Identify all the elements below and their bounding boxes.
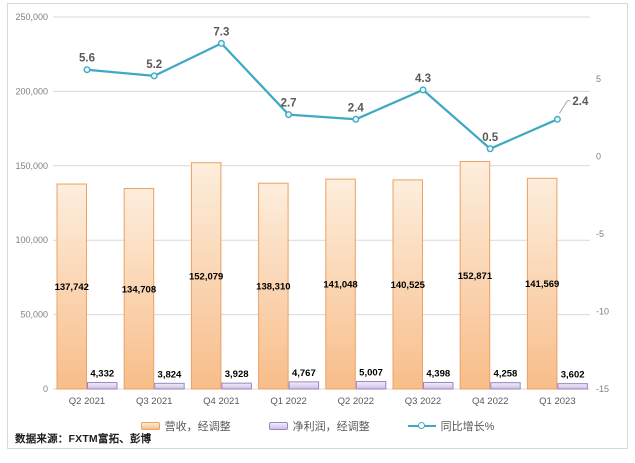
growth-label-3: 2.7 (281, 98, 297, 110)
growth-point-7 (553, 115, 561, 123)
growth-label-2: 7.3 (213, 26, 229, 38)
revenue-bar-7 (526, 177, 558, 390)
chart-legend: 营收，经调整 净利润，经调整 同比增长% (0, 418, 635, 434)
x-axis-label-Q4-2022: Q4 2022 (472, 396, 508, 407)
growth-label-1: 5.2 (146, 59, 162, 71)
profit-bar-label-1: 3,824 (158, 369, 182, 380)
growth-point-2 (217, 39, 225, 47)
legend-item-profit: 净利润，经调整 (268, 418, 370, 434)
growth-line-swatch-icon (407, 422, 436, 431)
right-axis-tick-label: 0 (596, 152, 601, 162)
legend-label-profit: 净利润，经调整 (292, 421, 370, 433)
profit-bar-4 (355, 381, 387, 390)
growth-point-6 (486, 145, 494, 153)
left-axis-tick-label: 150,000 (15, 161, 48, 171)
right-axis-tick-label: -10 (596, 307, 609, 317)
legend-label-revenue: 营收，经调整 (164, 421, 231, 433)
growth-label-5: 4.3 (415, 73, 431, 85)
left-axis-tick-label: 50,000 (20, 310, 48, 320)
profit-bar-label-3: 4,767 (292, 368, 316, 379)
revenue-bar-label-0: 137,742 (55, 282, 89, 293)
x-axis-label-Q1-2022: Q1 2022 (270, 396, 306, 407)
x-axis-label-Q3-2021: Q3 2021 (136, 396, 172, 407)
revenue-bar-1 (123, 188, 155, 390)
profit-bar-label-4: 5,007 (359, 368, 383, 379)
profit-bar-1 (154, 382, 185, 390)
data-source-note: 数据来源：FXTM富拓、彭博 (15, 433, 152, 445)
revenue-bar-label-7: 141,569 (525, 279, 559, 290)
chart-frame (7, 3, 628, 449)
revenue-bar-label-6: 152,871 (458, 271, 493, 282)
growth-point-5 (419, 86, 427, 94)
profit-bar-label-5: 4,398 (426, 368, 450, 379)
growth-point-1 (150, 72, 158, 80)
profit-bar-label-2: 3,928 (225, 369, 249, 380)
right-axis-tick-label: 5 (596, 74, 601, 84)
revenue-swatch-icon (140, 422, 160, 430)
profit-bar-6 (490, 382, 521, 390)
revenue-bar-label-5: 140,525 (391, 280, 426, 291)
profit-bar-label-6: 4,258 (494, 369, 518, 380)
revenue-bar-label-3: 138,310 (256, 282, 290, 293)
legend-item-growth: 同比增长% (407, 418, 495, 434)
growth-label-7: 2.4 (572, 96, 589, 108)
right-axis-tick-label: -15 (596, 384, 609, 394)
left-axis-tick-label: 100,000 (15, 235, 48, 245)
left-axis-tick-label: 250,000 (15, 12, 48, 22)
x-axis-label-Q4-2021: Q4 2021 (203, 396, 239, 407)
growth-point-3 (285, 111, 293, 119)
revenue-bar-label-1: 134,708 (122, 284, 156, 295)
growth-point-4 (352, 115, 360, 123)
revenue-bar-2 (190, 162, 222, 390)
revenue-bar-label-4: 141,048 (323, 280, 357, 291)
left-axis-tick-label: 200,000 (15, 86, 48, 96)
profit-swatch-icon (268, 422, 288, 430)
revenue-bar-label-2: 152,079 (189, 271, 223, 282)
revenue-bar-3 (258, 182, 289, 390)
growth-point-0 (83, 66, 91, 74)
x-axis-label-Q1-2023: Q1 2023 (539, 396, 575, 407)
left-axis-tick-label: 0 (43, 384, 48, 394)
revenue-bar-6 (459, 161, 491, 390)
x-axis-label-Q3-2022: Q3 2022 (405, 396, 441, 407)
profit-bar-7 (557, 383, 588, 390)
growth-line (85, 42, 559, 150)
profit-bar-label-7: 3,602 (561, 370, 585, 381)
revenue-bar-4 (325, 178, 356, 390)
profit-bar-2 (221, 382, 252, 390)
x-axis-label-Q2-2022: Q2 2022 (338, 396, 374, 407)
x-axis-label-Q2-2021: Q2 2021 (69, 396, 105, 407)
legend-item-revenue: 营收，经调整 (140, 418, 231, 434)
profit-bar-0 (87, 382, 118, 390)
growth-label-4: 2.4 (348, 102, 365, 114)
revenue-bar-0 (56, 183, 87, 390)
growth-label-6: 0.5 (482, 132, 499, 144)
right-axis-tick-label: -5 (596, 229, 604, 239)
growth-label-0: 5.6 (79, 53, 95, 65)
legend-label-growth: 同比增长% (440, 421, 495, 433)
growth-label-leader (558, 100, 571, 114)
profit-bar-3 (288, 381, 320, 390)
profit-bar-label-0: 4,332 (90, 369, 114, 380)
revenue-bar-5 (392, 179, 423, 390)
profit-bar-5 (423, 381, 454, 390)
